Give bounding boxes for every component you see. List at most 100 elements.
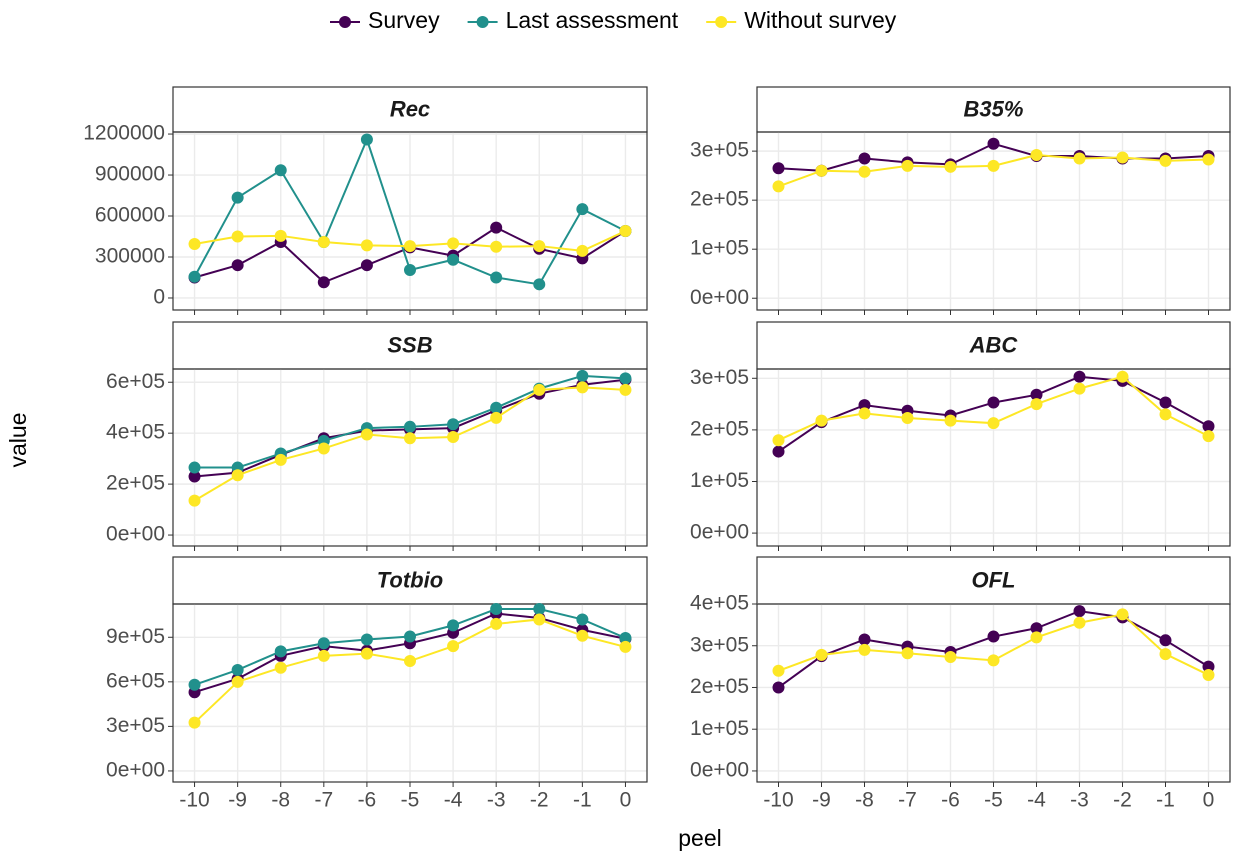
point — [1202, 668, 1215, 681]
strip — [172, 556, 648, 605]
y-tick-label: 1e+05 — [690, 237, 749, 260]
point — [188, 270, 201, 283]
point — [576, 244, 589, 257]
point — [447, 640, 460, 653]
point — [576, 381, 589, 394]
point — [447, 253, 460, 266]
x-axis-title: peel — [678, 825, 721, 851]
y-tick-label: 9e+05 — [106, 625, 165, 648]
legend-item: Last assessment — [467, 7, 679, 33]
point — [274, 645, 287, 658]
point — [188, 678, 201, 691]
strip-title: Totbio — [377, 567, 443, 592]
point — [360, 259, 373, 272]
point — [1030, 631, 1043, 644]
point — [901, 647, 914, 660]
point — [1159, 634, 1172, 647]
point — [188, 238, 201, 251]
panel-border — [172, 368, 648, 547]
y-tick-label: 300000 — [95, 245, 165, 268]
point — [404, 263, 416, 276]
point — [1116, 608, 1129, 621]
y-tick-label: 4e+05 — [690, 592, 749, 615]
strip — [756, 321, 1231, 370]
legend-item: Survey — [330, 7, 440, 33]
x-tick-label: -7 — [898, 789, 917, 812]
point — [1159, 154, 1172, 167]
point — [1030, 622, 1043, 635]
point — [576, 203, 589, 216]
x-tick-label: -10 — [179, 789, 209, 812]
y-tick-label: 4e+05 — [106, 421, 165, 444]
point — [490, 240, 503, 253]
y-tick-label: 3e+05 — [106, 714, 165, 737]
x-tick-label: -8 — [855, 789, 874, 812]
point — [987, 396, 1000, 409]
point — [231, 469, 244, 482]
point — [1073, 605, 1086, 618]
y-tick-label: 0 — [153, 286, 165, 309]
point — [944, 651, 957, 664]
point — [274, 453, 287, 466]
point — [404, 420, 416, 433]
point — [490, 411, 503, 424]
point — [1030, 388, 1043, 401]
legend-item: Without survey — [706, 7, 897, 33]
panel-border — [756, 603, 1231, 783]
point — [901, 159, 914, 172]
point — [490, 221, 503, 234]
point — [533, 603, 546, 616]
point — [619, 383, 632, 396]
y-tick-label: 2e+05 — [106, 472, 165, 495]
point — [1030, 149, 1043, 162]
point — [404, 655, 416, 668]
point — [858, 643, 871, 656]
point — [772, 434, 785, 447]
x-tick-label: 0 — [620, 789, 632, 812]
point — [533, 240, 546, 253]
point — [231, 259, 244, 272]
y-tick-label: 0e+00 — [690, 286, 749, 309]
point — [944, 414, 957, 427]
point — [619, 632, 632, 645]
legend-marker — [476, 16, 489, 28]
point — [231, 675, 244, 688]
point — [1073, 152, 1086, 165]
point — [274, 661, 287, 674]
point — [987, 159, 1000, 172]
point — [533, 278, 546, 291]
y-tick-label: 2e+05 — [690, 188, 749, 211]
y-tick-label: 6e+05 — [106, 669, 165, 692]
point — [1159, 648, 1172, 661]
point — [858, 399, 871, 412]
strip-title: OFL — [972, 567, 1016, 592]
x-tick-label: -1 — [573, 789, 592, 812]
point — [619, 640, 632, 653]
x-tick-label: -3 — [1070, 789, 1089, 812]
y-tick-label: 2e+05 — [690, 675, 749, 698]
y-axis-title: value — [5, 413, 31, 468]
y-tick-label: 6e+05 — [106, 370, 165, 393]
x-tick-label: -2 — [1113, 789, 1132, 812]
point — [360, 428, 373, 441]
y-tick-label: 1e+05 — [690, 717, 749, 740]
point — [274, 229, 287, 242]
point — [987, 137, 1000, 150]
point — [188, 716, 201, 729]
point — [772, 162, 785, 175]
y-tick-label: 0e+00 — [690, 758, 749, 781]
point — [944, 160, 957, 173]
point — [188, 494, 201, 507]
point — [360, 133, 373, 146]
point — [447, 418, 460, 431]
strip-title: Rec — [390, 96, 430, 121]
point — [1159, 408, 1172, 421]
point — [404, 432, 416, 445]
point — [1116, 151, 1129, 164]
point — [858, 633, 871, 646]
point — [317, 649, 330, 662]
point — [1073, 370, 1086, 383]
point — [360, 239, 373, 252]
x-tick-label: -2 — [530, 789, 549, 812]
point — [360, 633, 373, 646]
